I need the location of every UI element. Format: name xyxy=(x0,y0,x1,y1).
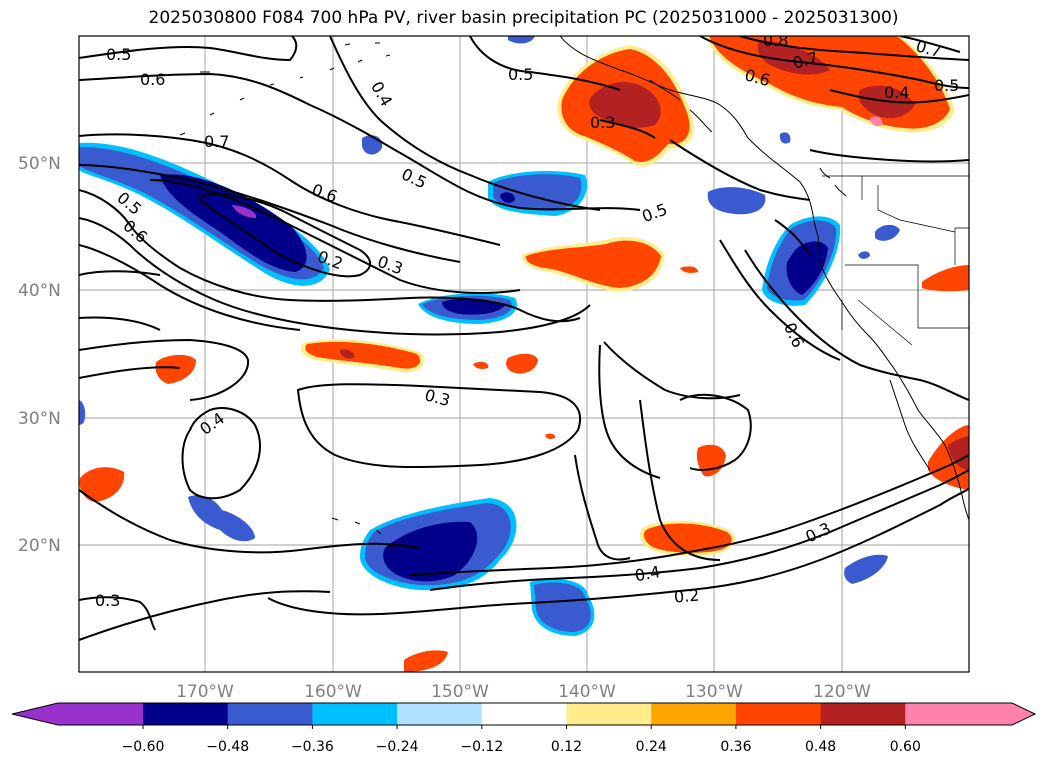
contour-label: 0.3 xyxy=(423,385,453,410)
colorbar-tick-label: −0.36 xyxy=(291,739,334,755)
colorbar-tick-label: −0.60 xyxy=(122,739,165,755)
coast-baja xyxy=(889,379,931,471)
contour-0-4-west xyxy=(181,407,261,500)
contour-0-7 xyxy=(79,133,501,246)
coast-west-us xyxy=(817,235,969,521)
colorbar-outline xyxy=(11,702,1037,726)
colorbar-tick-label: −0.12 xyxy=(460,739,503,755)
contour-0-4-south xyxy=(79,489,421,554)
contour-label: 0.5 xyxy=(106,45,131,64)
colorbar-tick-label: −0.24 xyxy=(376,739,419,755)
map-title: 2025030800 F084 700 hPa PV, river basin … xyxy=(148,8,899,28)
hawaii-islands xyxy=(331,517,399,551)
map-area: 0.5 0.6 0.4 0.5 0.7 0.6 0.5 0.6 0.2 0.3 … xyxy=(79,31,969,672)
colorbar-tick-label: 0.48 xyxy=(805,739,836,755)
colorbar-segment xyxy=(735,703,822,725)
lat-label: 50°N xyxy=(18,154,61,174)
contour-0-6-top xyxy=(79,72,641,211)
contour-label: 0.8 xyxy=(763,31,788,50)
lat-label: 30°N xyxy=(18,409,61,429)
contour-0-3-upper xyxy=(149,179,521,294)
contour-0-6-east xyxy=(744,249,969,401)
contour-label: 0.3 xyxy=(590,113,615,132)
aleutian-islands xyxy=(179,54,391,136)
lat-label: 20°N xyxy=(18,536,61,556)
colorbar-segment xyxy=(651,703,737,725)
contour-0-6-west xyxy=(79,217,591,336)
longitude-labels: 170°W 160°W 150°W 140°W 130°W 120°W xyxy=(176,682,871,702)
colorbar-segment xyxy=(397,703,483,725)
contour-label: 0.5 xyxy=(934,76,959,95)
contour-label: 0.4 xyxy=(884,83,909,102)
negative-anomaly-regions xyxy=(79,36,900,636)
colorbar-segment xyxy=(12,703,143,725)
lon-label: 150°W xyxy=(431,682,489,702)
contour-label: 0.2 xyxy=(673,586,700,607)
contour-0-2 xyxy=(198,192,372,278)
colorbar-tick-label: 0.36 xyxy=(720,739,751,755)
lat-label: 40°N xyxy=(18,281,61,301)
pv-contours xyxy=(79,36,969,641)
map-frame xyxy=(78,35,970,673)
contour-label: 0.4 xyxy=(633,562,661,585)
colorbar-tick-label: 0.24 xyxy=(636,739,667,755)
contour-0-2-south xyxy=(267,487,969,616)
colorbar-segment xyxy=(566,703,652,725)
colorbar-tick-label: 0.12 xyxy=(551,739,582,755)
contour-0-5-west xyxy=(79,189,581,323)
colorbar-segment xyxy=(481,703,567,725)
colorbar-segment xyxy=(227,703,313,725)
lon-label: 140°W xyxy=(558,682,616,702)
colorbar-segment xyxy=(312,703,398,725)
contour-label: 0.6 xyxy=(309,180,339,207)
contour-label: 0.4 xyxy=(196,409,228,439)
positive-anomaly-regions xyxy=(79,36,969,672)
contour-label: 0.3 xyxy=(375,252,405,279)
contour-0-3-mid xyxy=(296,383,582,469)
contour-label: 0.6 xyxy=(140,70,165,89)
political-borders xyxy=(822,175,969,346)
contour-0-4-south-east xyxy=(429,469,969,591)
contour-label: 0.4 xyxy=(367,78,396,110)
contour-0-5-top xyxy=(79,36,298,62)
lon-label: 120°W xyxy=(813,682,871,702)
contour-label: 0.7 xyxy=(204,132,229,151)
colorbar-segment xyxy=(905,703,1035,725)
colorbar-tick-label: −0.48 xyxy=(206,739,249,755)
lon-label: 170°W xyxy=(176,682,234,702)
contour-label: 0.3 xyxy=(95,591,120,610)
coastlines xyxy=(179,36,969,551)
latitude-labels: 50°N 40°N 30°N 20°N xyxy=(18,154,61,556)
contour-0-3-south xyxy=(79,596,156,631)
colorbar-segment xyxy=(143,703,229,725)
contour-label: 0.5 xyxy=(639,200,669,227)
lon-label: 130°W xyxy=(685,682,743,702)
contour-label: 0.5 xyxy=(508,65,533,84)
colorbar: −0.60 −0.48 −0.36 −0.24 −0.12 0.12 0.24 0.36 0.4… xyxy=(11,702,1037,755)
colorbar-segment xyxy=(820,703,906,725)
lon-label: 160°W xyxy=(304,682,362,702)
colorbar-tick-label: 0.60 xyxy=(890,739,921,755)
